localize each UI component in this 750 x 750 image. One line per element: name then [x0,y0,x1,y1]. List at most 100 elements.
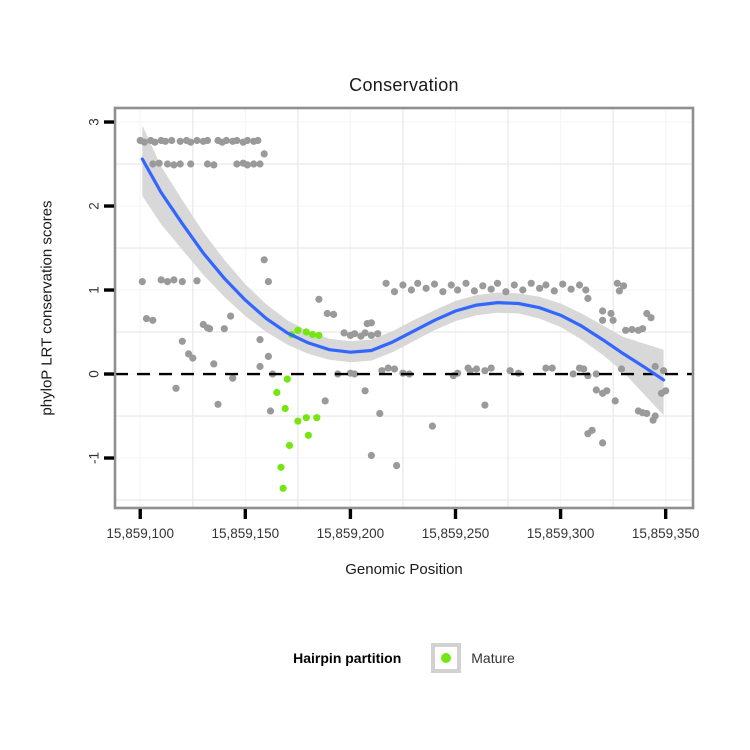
scatter-point-mature [313,414,321,422]
scatter-point-gray [393,462,401,470]
scatter-point-gray [609,316,617,324]
scatter-point-gray [599,439,607,447]
scatter-point-mature [273,388,281,397]
scatter-point-gray [140,138,148,146]
scatter-point-mature [283,375,291,383]
scatter-point-gray [493,279,502,287]
scatter-point-gray [220,325,228,333]
scatter-point-gray [454,286,462,294]
scatter-point-mature [315,331,323,339]
scatter-point-gray [390,365,399,373]
scatter-point-gray [592,386,600,394]
scatter-point-gray [367,451,375,460]
scatter-point-gray [651,412,659,420]
scatter-point-mature [304,431,312,439]
x-tick-label: 15,859,350 [632,526,700,541]
scatter-point-gray [615,287,624,295]
scatter-point-gray [481,367,489,375]
scatter-point-gray [559,280,567,288]
scatter-point-gray [506,367,514,375]
scatter-point-gray [138,278,146,286]
scatter-point-gray [580,365,588,373]
scatter-point-mature [281,404,289,413]
legend-item-label: Mature [471,650,515,666]
scatter-point-gray [210,360,218,368]
scatter-point-gray [203,160,212,168]
scatter-point-gray [351,330,359,338]
scatter-point-gray [149,160,157,168]
scatter-point-gray [187,160,195,168]
scatter-point-gray [592,370,600,378]
scatter-point-gray [599,307,607,315]
scatter-point-gray [611,397,619,405]
scatter-point-gray [407,286,415,294]
scatter-point-gray [256,362,264,371]
scatter-point-gray [399,281,407,289]
scatter-point-gray [250,160,258,168]
legend: Hairpin partition Mature [115,640,693,676]
scatter-point-gray [155,159,163,167]
y-tick-label: 3 [87,118,102,126]
scatter-point-gray [628,325,636,334]
scatter-point-gray [243,136,251,145]
scatter-point-gray [378,367,386,375]
scatter-point-gray [163,278,172,286]
panel-border [113,106,695,510]
scatter-point-gray [361,329,369,337]
scatter-point-mature [285,441,294,449]
scatter-point-gray [384,364,392,372]
scatter-point-gray [462,279,470,287]
scatter-point-gray [170,161,178,169]
scatter-point-gray [447,281,455,289]
scatter-point-gray [170,276,178,284]
scatter-point-gray [660,367,668,375]
scatter-point-gray [161,137,169,145]
scatter-point-gray [260,256,268,264]
scatter-point-gray [584,294,592,302]
scatter-point-gray [617,365,626,373]
scatter-point-gray [584,430,592,438]
scatter-point-gray [260,150,268,158]
scatter-point-gray [502,288,510,296]
scatter-point-gray [367,319,375,327]
scatter-point-gray [603,387,611,395]
scatter-point-gray [142,315,151,323]
scatter-point-gray [163,160,172,168]
scatter-point-gray [323,309,331,318]
legend-key [431,643,462,673]
scatter-point-gray [233,160,241,168]
scatter-point-gray [599,316,607,324]
x-tick-label: 15,859,300 [527,526,595,541]
scatter-point-gray [382,279,390,287]
scatter-point-gray [172,384,180,392]
scatter-point-gray [149,316,157,324]
scatter-point-gray [481,401,489,409]
scatter-point-gray [510,281,518,289]
scatter-point-gray [157,276,165,284]
scatter-point-gray [351,370,359,378]
scatter-point-gray [569,370,577,378]
scatter-point-gray [639,325,647,333]
scatter-point-gray [647,314,655,322]
scatter-point-gray [361,387,369,395]
scatter-point-mature [309,330,317,339]
x-tick-label: 15,859,100 [106,526,174,541]
scatter-point-gray [193,136,201,145]
scatter-point-gray [178,337,186,345]
scatter-point-gray [229,374,237,382]
scatter-point-gray [487,364,495,372]
scatter-point-mature [302,414,310,422]
scatter-point-gray [206,325,214,333]
scatter-point-gray [321,397,329,405]
scatter-point-gray [657,389,666,397]
panel-background [115,108,693,508]
scatter-point-gray [256,160,264,168]
scatter-point-gray [233,136,241,145]
scatter-point-gray [536,284,544,292]
y-tick-label: -1 [87,452,102,464]
scatter-point-gray [439,288,447,296]
scatter-point-gray [266,407,275,415]
scatter-point-gray [430,280,439,288]
scatter-point-gray [466,367,474,375]
